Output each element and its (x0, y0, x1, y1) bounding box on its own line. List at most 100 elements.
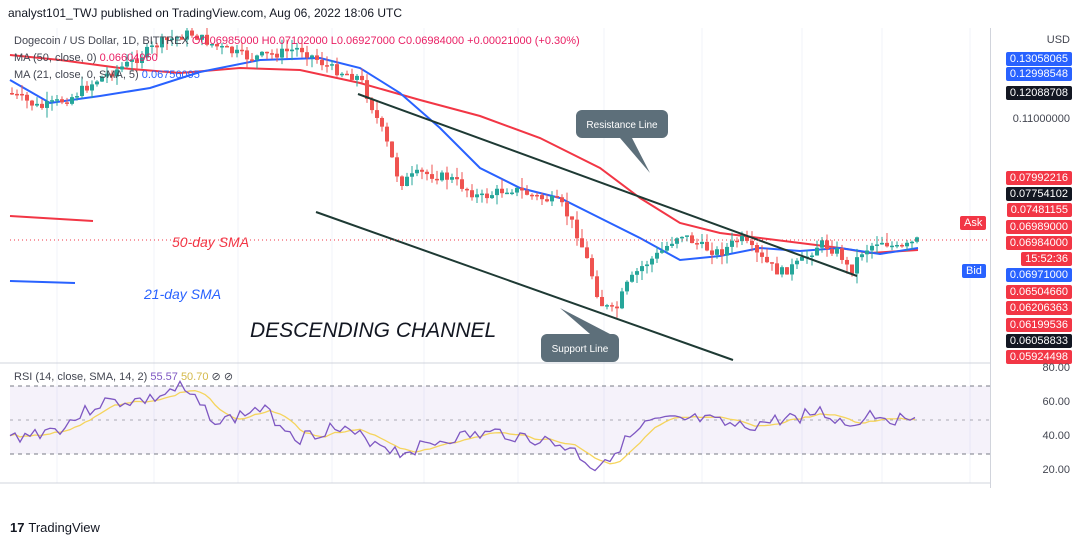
candle (190, 28, 194, 38)
publish-info: analyst101_TWJ published on TradingView.… (8, 6, 403, 20)
price-label: 0.12998548 (1005, 67, 1072, 81)
candle-body (190, 30, 194, 36)
candle (315, 48, 319, 64)
candle-body (20, 93, 24, 96)
candle (900, 243, 904, 248)
candle-body (760, 252, 764, 257)
candle (560, 194, 564, 207)
hide-icon[interactable]: ⊘ (211, 371, 221, 383)
candle (310, 54, 314, 68)
candle-body (405, 176, 409, 187)
candle-body (125, 61, 129, 67)
candle (540, 192, 544, 206)
candle (785, 267, 789, 275)
candle (90, 80, 94, 99)
candle-body (195, 35, 199, 40)
candle (720, 242, 724, 265)
candle (605, 303, 609, 310)
candle (125, 54, 129, 68)
candle-body (105, 73, 109, 77)
candle (670, 236, 674, 248)
candle (860, 252, 864, 261)
candle-body (390, 141, 394, 158)
price-label: 0.06984000 (1005, 236, 1072, 250)
candle-body (415, 169, 419, 174)
ma50-legend-line (9, 215, 94, 222)
candle (555, 189, 559, 199)
candle (585, 241, 589, 259)
candle-body (695, 243, 699, 245)
candle-body (395, 157, 399, 177)
price-label: 0.07754102 (1005, 187, 1072, 201)
candle-body (255, 55, 259, 60)
candle-body (345, 73, 349, 76)
channel-annotation: DESCENDING CHANNEL (250, 319, 496, 342)
price-axis[interactable]: USD 0.13058065 0.12998548 0.12088708 0.0799… (990, 28, 1079, 488)
candle-body (360, 75, 364, 81)
support-callout: Support Line (541, 308, 619, 362)
candle-body (50, 100, 54, 102)
candle-body (790, 264, 794, 275)
currency-label: USD (1046, 34, 1070, 46)
ma21-legend: MA (21, close, 0, SMA, 5) 0.06756095 (14, 69, 200, 81)
candle (320, 52, 324, 71)
candle (330, 60, 334, 71)
price-label: 0.12088708 (1005, 86, 1072, 100)
candle (660, 241, 664, 254)
candle (535, 192, 539, 201)
candle-body (180, 37, 184, 40)
candle (885, 232, 889, 248)
candle (165, 36, 169, 50)
price-chart[interactable]: Resistance Line Support Line 50-day SMA … (0, 28, 990, 488)
candle-body (35, 103, 39, 106)
candle-body (690, 235, 694, 244)
candle-body (130, 59, 134, 62)
sma50-annotation: 50-day SMA (172, 234, 249, 250)
candle (685, 235, 689, 242)
candle-body (500, 188, 504, 194)
candle-body (720, 249, 724, 256)
candle (765, 248, 769, 264)
candle (285, 39, 289, 59)
candle-body (540, 195, 544, 200)
candle (110, 70, 114, 81)
candle (880, 236, 884, 245)
candle-body (875, 244, 879, 246)
candle-body (60, 99, 64, 103)
candle (360, 68, 364, 84)
candle-body (740, 235, 744, 242)
candle (650, 256, 654, 273)
rsi-sma-value: 50.70 (180, 371, 209, 383)
candle-body (25, 94, 29, 101)
candle-body (200, 34, 204, 40)
candle (795, 258, 799, 270)
candle (160, 33, 164, 54)
candle (145, 43, 149, 62)
candle-body (285, 48, 289, 52)
candle-body (550, 196, 554, 202)
candle (855, 248, 859, 284)
candle (485, 188, 489, 204)
price-label: 0.06504660 (1005, 285, 1072, 299)
candle-body (865, 250, 869, 255)
candle-body (840, 248, 844, 260)
candle (680, 236, 684, 243)
rsi-value: 55.57 (150, 371, 178, 383)
candle (130, 51, 134, 71)
candle-body (235, 49, 239, 54)
settings-icon[interactable]: ⊘ (223, 371, 234, 383)
candle (830, 240, 834, 256)
candle (385, 122, 389, 147)
candle-body (890, 245, 894, 248)
candle (240, 42, 244, 55)
candle-body (525, 190, 529, 195)
candle-body (655, 252, 659, 259)
candle (325, 56, 329, 73)
candle-body (755, 245, 759, 253)
candle-body (335, 64, 339, 76)
tv-logo-icon: 17 (10, 520, 25, 535)
candle-body (80, 85, 84, 97)
candle-body (535, 194, 539, 197)
candle-body (155, 45, 159, 48)
candle (400, 175, 404, 191)
